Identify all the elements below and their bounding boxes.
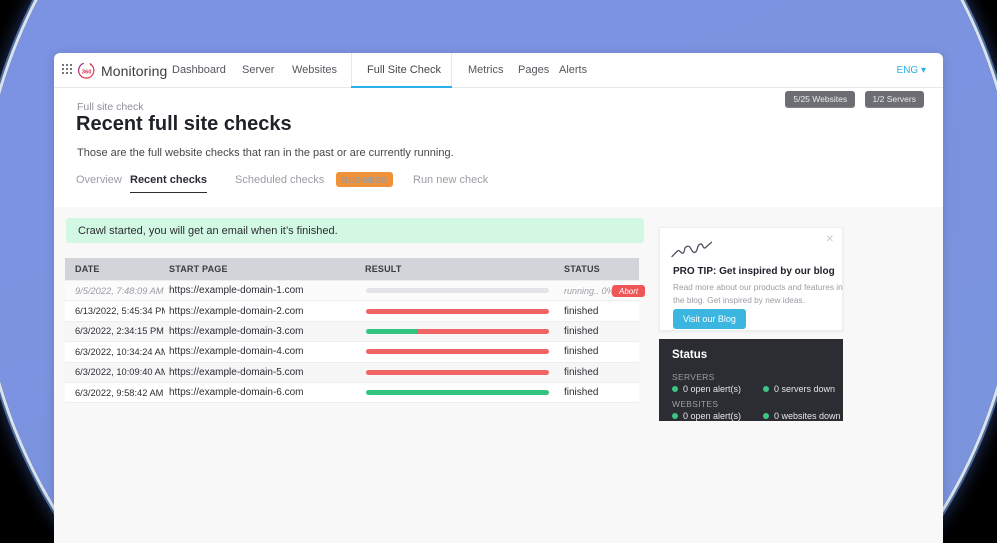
svg-text:360: 360	[82, 70, 93, 76]
